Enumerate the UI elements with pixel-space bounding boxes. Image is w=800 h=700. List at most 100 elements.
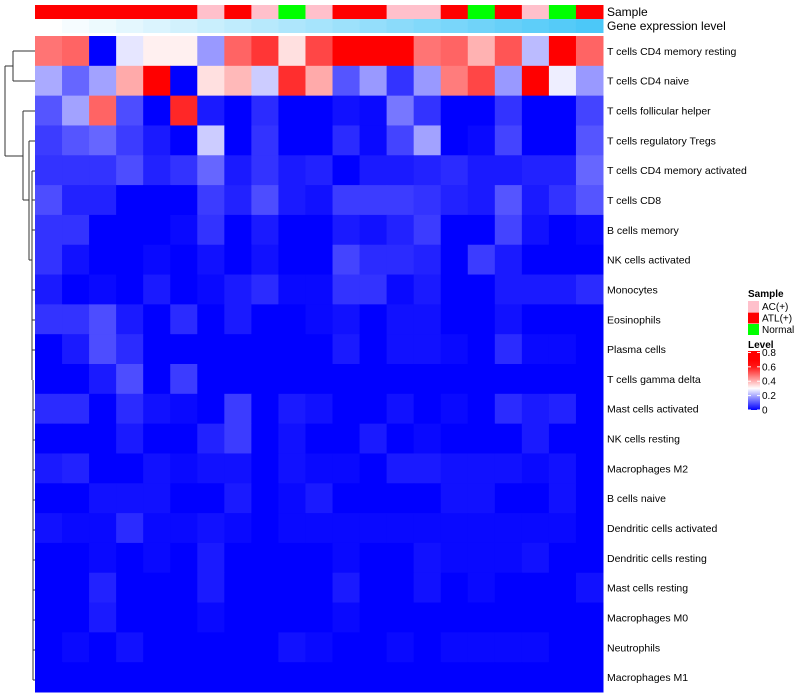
heatmap-cell bbox=[332, 155, 361, 186]
heatmap-cell bbox=[62, 125, 90, 156]
heatmap-cell bbox=[332, 453, 361, 484]
heatmap-cell bbox=[413, 36, 442, 67]
heatmap-cell bbox=[116, 364, 144, 395]
heatmap-cell bbox=[143, 95, 171, 126]
sample-annotation-cell bbox=[494, 5, 523, 19]
heatmap-cell bbox=[197, 542, 225, 574]
heatmap-cell bbox=[359, 334, 388, 365]
heatmap-cell bbox=[494, 453, 523, 484]
heatmap-cell bbox=[575, 602, 604, 633]
heatmap-cell bbox=[467, 65, 496, 97]
heatmap-cell bbox=[467, 185, 496, 216]
heatmap-cell bbox=[359, 393, 388, 425]
heatmap-cell bbox=[62, 662, 90, 693]
heatmap-cell bbox=[116, 36, 144, 67]
heatmap-cell bbox=[143, 304, 171, 335]
heatmap-cell bbox=[440, 95, 469, 126]
heatmap-cell bbox=[332, 244, 361, 276]
heatmap-cell bbox=[386, 632, 415, 663]
heatmap-cell bbox=[251, 334, 279, 365]
heatmap-cell bbox=[89, 393, 117, 425]
heatmap-cell bbox=[278, 334, 306, 365]
heatmap-cell bbox=[440, 65, 469, 97]
heatmap-cell bbox=[35, 364, 63, 395]
heatmap-cell bbox=[575, 453, 604, 484]
heatmap-cell bbox=[89, 65, 117, 97]
heatmap-cell bbox=[440, 542, 469, 574]
heatmap-cell bbox=[386, 542, 415, 574]
heatmap-cell bbox=[251, 364, 279, 395]
heatmap-cell bbox=[440, 214, 469, 246]
heatmap-cell bbox=[62, 513, 90, 544]
heatmap-cell bbox=[170, 304, 198, 335]
colorbar-tick-label: 0 bbox=[762, 406, 768, 417]
heatmap-cell bbox=[89, 244, 117, 276]
heatmap-cell bbox=[143, 244, 171, 276]
heatmap-cell bbox=[440, 185, 469, 216]
heatmap-cell bbox=[170, 572, 198, 604]
row-label: Macrophages M2 bbox=[607, 463, 688, 475]
heatmap-cell bbox=[521, 334, 550, 365]
heatmap-cell bbox=[494, 572, 523, 604]
heatmap-cell bbox=[521, 36, 550, 67]
gene-expression-annotation-cell bbox=[467, 19, 496, 33]
heatmap-cell bbox=[575, 572, 604, 604]
heatmap-cell bbox=[116, 125, 144, 156]
heatmap-cell bbox=[440, 304, 469, 335]
heatmap-cell bbox=[413, 513, 442, 544]
heatmap-cell bbox=[224, 274, 252, 305]
row-dendrogram bbox=[4, 50, 35, 681]
heatmap-cell bbox=[386, 393, 415, 425]
gene-expression-annotation-cell bbox=[62, 19, 90, 33]
heatmap-cell bbox=[251, 572, 279, 604]
gene-expression-annotation-cell bbox=[170, 19, 198, 33]
heatmap-cell bbox=[278, 513, 306, 544]
heatmap-cell bbox=[251, 602, 279, 633]
heatmap-cell bbox=[413, 214, 442, 246]
heatmap-cell bbox=[224, 304, 252, 335]
heatmap-cell bbox=[170, 453, 198, 484]
heatmap-cell bbox=[575, 185, 604, 216]
heatmap-cell bbox=[548, 572, 577, 604]
heatmap-cell bbox=[332, 632, 361, 663]
heatmap-cell bbox=[62, 274, 90, 305]
heatmap-cell bbox=[89, 214, 117, 246]
heatmap-cell bbox=[548, 393, 577, 425]
heatmap-cell bbox=[278, 244, 306, 276]
heatmap-cell bbox=[548, 65, 577, 97]
heatmap-cell bbox=[116, 274, 144, 305]
row-label: T cells CD4 naive bbox=[607, 76, 689, 88]
heatmap-cell bbox=[521, 304, 550, 335]
gene-expression-annotation-cell bbox=[413, 19, 442, 33]
heatmap-cell bbox=[521, 483, 550, 514]
heatmap-cell bbox=[116, 334, 144, 365]
heatmap-cell bbox=[332, 542, 361, 574]
row-label: Mast cells activated bbox=[607, 404, 699, 416]
heatmap-cell bbox=[62, 602, 90, 633]
heatmap-cell bbox=[224, 95, 252, 126]
heatmap-cell bbox=[89, 542, 117, 574]
heatmap-cell bbox=[305, 304, 334, 335]
heatmap-cell bbox=[575, 244, 604, 276]
heatmap-cell bbox=[197, 65, 225, 97]
heatmap-cell bbox=[278, 95, 306, 126]
heatmap-cell bbox=[575, 662, 604, 693]
heatmap-cell bbox=[35, 632, 63, 663]
heatmap-cell bbox=[413, 65, 442, 97]
heatmap-cell bbox=[548, 304, 577, 335]
heatmap-cell bbox=[251, 483, 279, 514]
heatmap-cell bbox=[197, 662, 225, 693]
heatmap-cell bbox=[521, 185, 550, 216]
heatmap-cell bbox=[62, 334, 90, 365]
heatmap-cell bbox=[548, 95, 577, 126]
heatmap-cell bbox=[89, 155, 117, 186]
gene-expression-annotation-cell bbox=[359, 19, 388, 33]
heatmap-cell bbox=[575, 95, 604, 126]
heatmap-cell bbox=[575, 423, 604, 454]
heatmap-cell bbox=[440, 36, 469, 67]
colorbar-tick-label: 0.8 bbox=[762, 348, 776, 359]
row-label: Dendritic cells resting bbox=[607, 553, 707, 565]
heatmap-cell bbox=[197, 36, 225, 67]
heatmap-cell bbox=[413, 95, 442, 126]
